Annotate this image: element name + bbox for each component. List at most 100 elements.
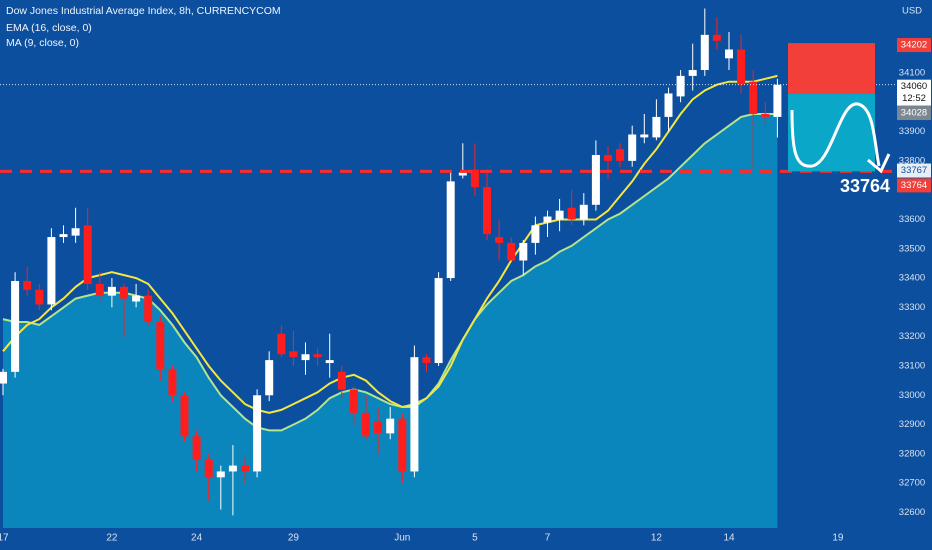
candle-body bbox=[180, 395, 189, 437]
legend: Dow Jones Industrial Average Index, 8h, … bbox=[6, 5, 281, 49]
candle-body bbox=[749, 81, 758, 114]
y-tick-label: 33000 bbox=[899, 390, 925, 401]
x-tick-label: 17 bbox=[0, 533, 9, 544]
candle-body bbox=[579, 204, 588, 220]
candle-body bbox=[604, 155, 612, 161]
candle-body bbox=[543, 216, 552, 223]
target-badge: 33764 bbox=[901, 180, 927, 191]
candle-body bbox=[470, 169, 479, 188]
indicator-line bbox=[2, 113, 778, 432]
candle-body bbox=[144, 295, 153, 323]
y-tick-label: 32700 bbox=[899, 478, 925, 489]
candle-body bbox=[265, 360, 274, 396]
candle-body bbox=[773, 84, 782, 117]
stop-badge-bg bbox=[897, 38, 931, 53]
candle-body bbox=[204, 459, 213, 478]
candle-body bbox=[434, 278, 443, 364]
countdown: 12:52 bbox=[902, 93, 926, 104]
last-price-bg bbox=[897, 79, 931, 106]
arrow-head bbox=[867, 153, 891, 174]
x-tick-label: Jun bbox=[394, 533, 410, 544]
stop-badge: 34202 bbox=[901, 40, 927, 51]
candle-body bbox=[712, 34, 721, 41]
x-tick-label: 19 bbox=[832, 533, 844, 544]
candle-body bbox=[35, 289, 44, 305]
y-tick-label: 33100 bbox=[899, 360, 925, 371]
indicator-area bbox=[3, 114, 778, 528]
candle-body bbox=[386, 418, 395, 434]
currency-label: USD bbox=[902, 6, 922, 17]
y-tick-label: 33500 bbox=[899, 243, 925, 254]
x-tick-label: 5 bbox=[472, 533, 478, 544]
candle-body bbox=[458, 172, 467, 176]
x-tick-label: 7 bbox=[545, 533, 551, 544]
candle-body bbox=[555, 210, 564, 220]
candle-body bbox=[156, 322, 165, 369]
candle-body bbox=[349, 389, 358, 413]
candle-body bbox=[519, 242, 528, 261]
y-tick-label: 33400 bbox=[899, 273, 925, 284]
candle-body bbox=[700, 34, 709, 71]
candle-body bbox=[616, 149, 625, 161]
candle-body bbox=[47, 237, 56, 305]
marker-badge-bg bbox=[897, 163, 931, 178]
y-tick-label: 32800 bbox=[899, 448, 925, 459]
candle-body bbox=[59, 234, 68, 238]
candle-body bbox=[725, 49, 733, 59]
y-tick-label: 34100 bbox=[899, 67, 925, 78]
y-tick-label: 33800 bbox=[899, 155, 925, 166]
overlay: 33764 bbox=[788, 43, 891, 196]
candle-body bbox=[71, 228, 80, 236]
x-tick-label: 22 bbox=[106, 533, 118, 544]
target-zone bbox=[788, 94, 875, 172]
x-tick-label: 12 bbox=[651, 533, 663, 544]
chart-title: Dow Jones Industrial Average Index, 8h, … bbox=[6, 5, 281, 17]
candle-body bbox=[410, 357, 419, 472]
candle-body bbox=[446, 181, 455, 279]
legend-entry: MA (9, close, 0) bbox=[6, 37, 79, 49]
x-tick-label: 29 bbox=[288, 533, 300, 544]
entry-badge: 34028 bbox=[901, 108, 927, 119]
last-price-badge: 34060 bbox=[901, 81, 927, 92]
candle-body bbox=[107, 286, 116, 296]
candle-body bbox=[228, 465, 237, 472]
candle-body bbox=[337, 371, 346, 390]
candle-body bbox=[640, 134, 649, 138]
candle-body bbox=[23, 280, 32, 290]
candle-body bbox=[0, 371, 7, 384]
candle-body bbox=[168, 368, 177, 396]
candle-body bbox=[374, 421, 383, 434]
candle-body bbox=[83, 225, 92, 284]
candle-body bbox=[289, 351, 298, 358]
candle-body bbox=[95, 283, 104, 296]
target-badge-bg bbox=[897, 178, 931, 193]
candle-body bbox=[277, 333, 286, 355]
candle-body bbox=[313, 354, 322, 358]
candle-body bbox=[652, 116, 661, 138]
stop-zone bbox=[788, 43, 875, 95]
y-tick-label: 33900 bbox=[899, 126, 925, 137]
candle-body bbox=[567, 207, 576, 220]
forecast-arrow bbox=[790, 102, 881, 168]
candle-body bbox=[483, 187, 491, 235]
y-tick-label: 33200 bbox=[899, 331, 925, 342]
candle-body bbox=[676, 75, 685, 97]
y-tick-label: 33300 bbox=[899, 302, 925, 313]
candle-body bbox=[398, 418, 407, 472]
candle-body bbox=[120, 286, 128, 299]
y-tick-label: 32600 bbox=[899, 507, 925, 518]
candle-body bbox=[507, 242, 516, 261]
entry-badge-bg bbox=[897, 106, 931, 121]
candle-body bbox=[216, 471, 225, 478]
candle-body bbox=[628, 134, 637, 161]
target-annotation: 33764 bbox=[840, 176, 890, 196]
candle-body bbox=[422, 357, 431, 364]
candle-body bbox=[591, 155, 600, 205]
candle-body bbox=[688, 70, 697, 76]
candle-body bbox=[301, 354, 310, 361]
y-tick-label: 32900 bbox=[899, 419, 925, 430]
candle-body bbox=[325, 360, 334, 364]
candle-body bbox=[362, 412, 370, 437]
marker-badge: 33767 bbox=[901, 165, 927, 176]
